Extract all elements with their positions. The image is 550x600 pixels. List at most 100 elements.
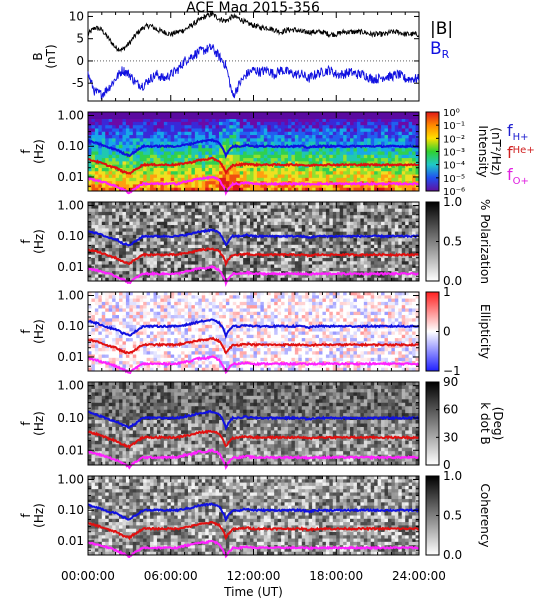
spectrogram-cell [153,277,158,282]
spectrogram-cell [143,184,148,189]
spectrogram-cell [160,254,165,259]
spectrogram-cell [177,158,182,162]
spectrogram-cell [339,238,344,242]
spectrogram-cell [256,167,261,172]
spectrogram-cell [287,141,292,146]
spectrogram-cell [181,238,185,242]
spectrogram-cell [384,277,389,282]
spectrogram-cell [277,184,282,189]
spectrogram-cell [343,215,347,219]
spectrogram-cell [267,187,272,192]
spectrogram-cell [246,267,251,272]
spectrogram-cell [129,148,134,152]
spectrogram-cell [346,141,351,146]
spectrogram-cell [153,158,158,162]
spectrogram-cell [339,264,344,269]
spectrogram-cell [232,174,237,179]
spectrogram-cell [394,148,399,152]
spectrogram-cell [236,228,241,233]
spectrogram-cell [219,254,223,259]
spectrogram-cell [115,164,120,169]
spectrogram-cell [370,244,375,249]
spectrogram-cell [198,231,203,236]
spectrogram-cell [381,161,385,166]
spectrogram-cell [105,177,110,182]
spectrogram-cell [339,174,344,179]
spectrogram-cell [243,267,248,272]
spectrogram-cell [253,231,258,236]
spectrogram-cell [336,215,341,219]
spectrogram-cell [108,361,113,365]
spectrogram-cell [322,267,327,272]
spectrogram-cell [187,218,192,223]
spectrogram-cell [194,257,199,262]
spectrogram-cell [125,324,130,329]
spectrogram-cell [115,154,120,159]
spectrogram-cell [256,221,261,226]
spectrogram-cell [381,125,385,129]
spectrogram-cell [281,261,285,265]
spectrogram-cell [336,218,341,223]
spectrogram-cell [325,215,330,219]
spectrogram-cell [256,241,261,246]
spectrogram-cell [308,202,313,206]
spectrogram-cell [170,121,175,126]
spectrogram-cell [243,225,248,229]
spectrogram-cell [201,118,206,123]
spectrogram-cell [250,257,254,262]
spectrogram-cell [287,118,292,123]
spectrogram-cell [325,238,330,242]
spectrogram-cell [101,367,106,372]
spectrogram-cell [174,264,179,269]
spectrogram-cell [212,121,216,126]
spectrogram-cell [232,141,237,146]
spectrogram-cell [191,208,196,213]
spectrogram-cell [174,238,179,242]
spectrogram-cell [274,187,279,192]
spectrogram-cell [112,181,116,185]
spectrogram-cell [287,274,292,279]
spectrogram-cell [160,131,165,136]
spectrogram-cell [156,241,161,246]
spectrogram-cell [274,135,279,139]
spectrogram-cell [91,211,96,216]
spectrogram-cell [298,248,303,252]
spectrogram-cell [356,121,361,126]
spectrogram-cell [187,238,192,242]
spectrogram-cell [291,187,296,192]
spectrogram-cell [143,135,148,139]
spectrogram-cell [201,167,206,172]
spectrogram-cell [191,261,196,265]
spectrogram-cell [346,248,351,252]
spectrogram-cell [160,151,165,156]
spectrogram-cell [105,167,110,172]
spectrogram-cell [332,215,337,219]
spectrogram-cell [308,231,313,236]
spectrogram-cell [412,248,416,252]
spectrogram-cell [398,151,403,156]
spectrogram-cell [108,184,113,189]
spectrogram-cell [153,131,158,136]
spectrogram-cell [170,187,175,192]
spectrogram-cell [101,128,106,133]
spectrogram-cell [219,167,223,172]
spectrogram-cell [194,171,199,175]
spectrogram-cell [236,164,241,169]
spectrogram-cell [105,205,110,209]
spectrogram-cell [277,135,282,139]
spectrogram-cell [177,238,182,242]
spectrogram-cell [360,121,365,126]
spectrogram-cell [163,154,168,159]
spectrogram-cell [98,305,103,309]
spectrogram-cell [374,251,379,256]
spectrogram-cell [177,234,182,239]
cyclotron-line-Hplus [88,228,420,247]
spectrogram-cell [301,164,306,169]
spectrogram-cell [301,221,306,226]
spectrogram-cell [232,274,237,279]
spectrogram-cell [256,218,261,223]
spectrogram-cell [312,257,316,262]
spectrogram-cell [194,154,199,159]
spectrogram-cell [101,187,106,192]
spectrogram-cell [225,184,230,189]
